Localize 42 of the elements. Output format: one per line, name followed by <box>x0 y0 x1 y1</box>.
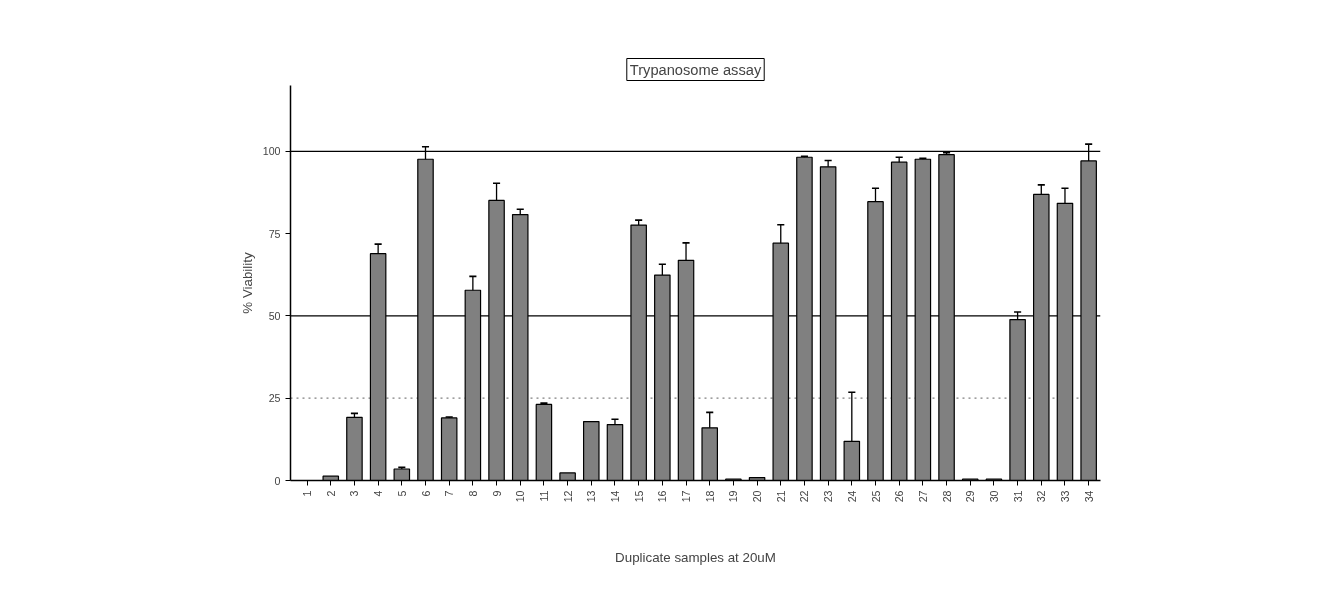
x-tick-label: 25 <box>869 490 882 503</box>
x-tick-label: 26 <box>893 490 906 503</box>
x-tick-label: 31 <box>1011 490 1024 503</box>
x-tick-label: 20 <box>751 490 764 503</box>
x-tick-label: 19 <box>727 490 740 503</box>
x-tick-label: 33 <box>1058 490 1071 503</box>
x-tick-label: 13 <box>585 490 598 503</box>
x-tick-label: 1 <box>301 490 314 497</box>
x-tick-label: 21 <box>774 490 787 503</box>
x-tick-label: 11 <box>537 490 550 502</box>
x-tick-label: 17 <box>680 490 693 503</box>
x-tick-label: 23 <box>822 490 835 503</box>
y-tick-label: 25 <box>268 392 281 405</box>
x-tick-label: 6 <box>419 490 432 497</box>
x-tick-label: 8 <box>466 490 479 497</box>
x-tick-label: 29 <box>964 490 977 503</box>
x-tick-label: 28 <box>940 490 953 503</box>
x-tick-label: 34 <box>1082 490 1095 503</box>
x-tick-label: 5 <box>395 490 408 497</box>
x-axis-title: Duplicate samples at 20uM <box>615 550 776 566</box>
y-tick-label: 75 <box>268 227 281 240</box>
chart-title: Trypanosome assay <box>629 61 762 78</box>
y-tick-label: 0 <box>274 474 281 487</box>
x-tick-label: 10 <box>514 490 527 503</box>
x-tick-label: 16 <box>656 490 669 503</box>
x-tick-label: 27 <box>916 490 929 503</box>
y-tick-label: 100 <box>262 145 281 158</box>
y-axis-title: % Viability <box>239 252 255 314</box>
x-tick-label: 32 <box>1035 490 1048 503</box>
x-tick-label: 9 <box>490 490 503 497</box>
y-tick-label: 50 <box>268 309 281 322</box>
x-tick-label: 12 <box>561 490 574 503</box>
x-tick-label: 18 <box>703 490 716 503</box>
x-tick-label: 3 <box>348 490 361 497</box>
x-tick-label: 30 <box>987 490 1000 503</box>
x-tick-label: 15 <box>632 490 645 503</box>
x-tick-label: 22 <box>798 490 811 503</box>
x-tick-label: 24 <box>845 490 858 503</box>
x-tick-label: 2 <box>324 490 337 497</box>
x-tick-label: 14 <box>608 490 621 503</box>
x-tick-label: 7 <box>443 490 456 497</box>
x-tick-label: 4 <box>372 490 385 497</box>
